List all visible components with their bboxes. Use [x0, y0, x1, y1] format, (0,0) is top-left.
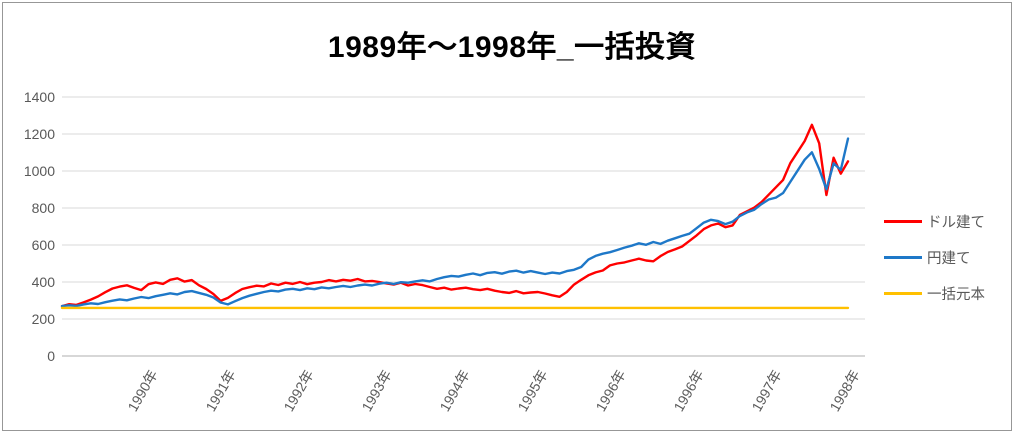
legend-item: ドル建て: [884, 213, 985, 231]
chart-border: [2, 2, 1012, 431]
legend-item: 一括元本: [884, 285, 985, 303]
y-tick-label: 400: [31, 274, 55, 290]
legend-line-swatch: [884, 291, 922, 295]
legend-item: 円建て: [884, 249, 971, 267]
y-tick-label: 1000: [23, 163, 55, 179]
y-tick-label: 1200: [23, 126, 55, 142]
y-tick-label: 0: [47, 348, 55, 364]
legend-label: ドル建て: [927, 214, 985, 231]
legend-label: 円建て: [927, 250, 971, 267]
legend-label: 一括元本: [927, 286, 985, 303]
series-line-円建て: [60, 137, 850, 308]
chart-title: 1989年～1998年_一括投資: [327, 31, 697, 64]
series-line-ドル建て: [60, 123, 850, 308]
y-tick-label: 800: [31, 200, 55, 216]
y-tick-label: 600: [31, 237, 55, 253]
legend-line-swatch: [884, 219, 922, 223]
y-tick-label: 200: [31, 311, 55, 327]
y-tick-label: 1400: [23, 89, 55, 105]
legend-line-swatch: [884, 255, 922, 259]
